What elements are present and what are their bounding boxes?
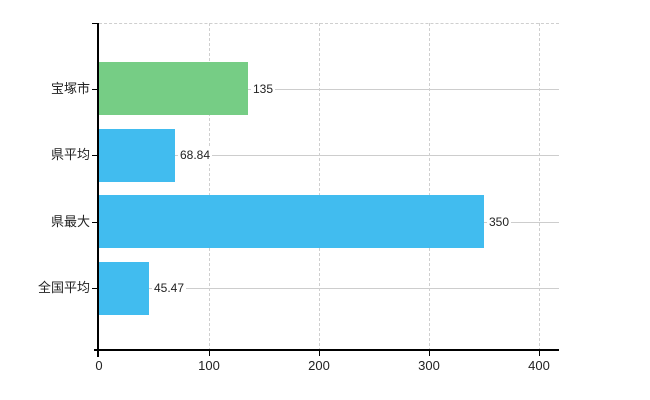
- x-tick-label: 200: [308, 358, 330, 373]
- x-tick-label: 100: [198, 358, 220, 373]
- vertical-gridline: [209, 23, 210, 351]
- category-label: 宝塚市: [50, 81, 90, 96]
- bar: [99, 195, 484, 248]
- y-axis-tick: [92, 155, 99, 156]
- bar: [99, 129, 175, 182]
- x-axis-tick: [319, 351, 320, 356]
- bar-value-label: 350: [487, 213, 512, 231]
- x-tick-label: 400: [528, 358, 550, 373]
- vertical-gridline: [539, 23, 540, 351]
- x-tick-label: 0: [95, 358, 103, 373]
- bar: [99, 262, 149, 315]
- y-axis-tick: [92, 89, 99, 90]
- x-tick-label: 300: [418, 358, 440, 373]
- y-axis-tick: [92, 288, 99, 289]
- category-label: 県最大: [50, 214, 90, 229]
- x-axis-tick: [539, 351, 540, 356]
- category-label: 全国平均: [37, 280, 90, 295]
- bar: [99, 62, 248, 115]
- bar-value-label: 135: [251, 80, 276, 98]
- x-axis-tick: [429, 351, 430, 356]
- bar-value-label: 68.84: [178, 146, 213, 164]
- y-axis: [97, 23, 99, 357]
- y-axis-tick: [92, 222, 99, 223]
- vertical-gridline: [319, 23, 320, 351]
- horizontal-gridline: [99, 155, 559, 156]
- plot-top-border: [99, 23, 559, 24]
- y-axis-top-tick: [92, 23, 99, 24]
- x-axis-tick: [209, 351, 210, 356]
- bar-value-label: 45.47: [152, 279, 187, 297]
- category-label: 県平均: [50, 147, 90, 162]
- x-axis: [94, 349, 559, 351]
- vertical-gridline: [429, 23, 430, 351]
- horizontal-gridline: [99, 288, 559, 289]
- horizontal-gridline: [99, 89, 559, 90]
